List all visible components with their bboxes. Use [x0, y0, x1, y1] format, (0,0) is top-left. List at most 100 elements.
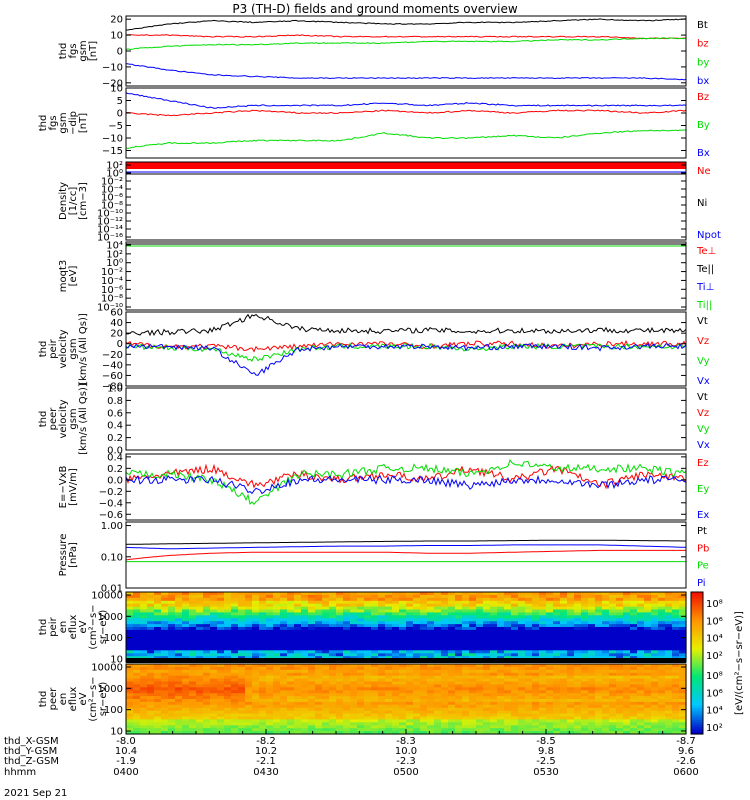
heatmap-cell: [602, 666, 610, 671]
heatmap-cell: [266, 687, 274, 691]
heatmap-cell: [504, 635, 512, 640]
heatmap-cell: [511, 731, 519, 735]
heatmap-cell: [448, 684, 456, 688]
heatmap-cell: [406, 600, 414, 605]
heatmap-cell: [553, 731, 561, 735]
heatmap-cell: [525, 728, 533, 732]
heatmap-cell: [147, 719, 155, 723]
heatmap-cell: [196, 609, 204, 613]
heatmap-cell: [301, 592, 309, 596]
heatmap-cell: [413, 609, 421, 613]
heatmap-cell: [280, 597, 288, 602]
heatmap-cell: [609, 713, 617, 718]
heatmap-cell: [665, 641, 673, 646]
heatmap-cell: [385, 624, 393, 628]
legend-entry: Ey: [697, 484, 709, 495]
y-axis-label-line: [mV/m]: [68, 468, 79, 506]
heatmap-cell: [371, 612, 379, 616]
heatmap-cell: [644, 600, 652, 605]
heatmap-cell: [672, 609, 680, 613]
heatmap-cell: [266, 627, 274, 631]
heatmap-cell: [588, 621, 596, 625]
heatmap-cell: [350, 731, 358, 735]
heatmap-cell: [672, 603, 680, 608]
heatmap-cell: [546, 693, 554, 697]
heatmap-cell: [546, 704, 554, 709]
heatmap-cell: [147, 650, 155, 654]
heatmap-cell: [525, 618, 533, 622]
heatmap-cell: [287, 627, 295, 631]
heatmap-cell: [308, 731, 316, 735]
heatmap-cell: [217, 722, 225, 726]
heatmap-cell: [231, 612, 239, 616]
heatmap-cell: [294, 609, 302, 613]
heatmap-cell: [623, 699, 631, 703]
heatmap-cell: [231, 669, 239, 674]
heatmap-cell: [420, 725, 428, 729]
heatmap-cell: [357, 632, 365, 637]
heatmap-cell: [252, 641, 260, 646]
heatmap-cell: [245, 597, 253, 602]
heatmap-cell: [630, 699, 638, 703]
heatmap-cell: [665, 609, 673, 613]
heatmap-cell: [231, 672, 239, 677]
heatmap-cell: [280, 681, 288, 685]
heatmap-cell: [385, 664, 393, 668]
heatmap-cell: [252, 678, 260, 683]
heatmap-cell: [301, 635, 309, 640]
heatmap-cell: [245, 627, 253, 631]
heatmap-cell: [504, 731, 512, 735]
heatmap-cell: [133, 597, 141, 602]
colorbar-tick-label: 10²: [706, 723, 723, 734]
heatmap-cell: [399, 710, 407, 715]
heatmap-cell: [420, 664, 428, 668]
heatmap-cell: [420, 612, 428, 616]
heatmap-cell: [525, 669, 533, 674]
heatmap-cell: [231, 632, 239, 637]
heatmap-cell: [245, 675, 253, 680]
heatmap-cell: [301, 624, 309, 628]
heatmap-cell: [350, 716, 358, 720]
heatmap-cell: [574, 707, 582, 712]
legend-entry: Te||: [696, 264, 714, 275]
heatmap-cell: [245, 728, 253, 732]
heatmap-cell: [287, 664, 295, 668]
heatmap-cell: [385, 696, 393, 700]
heatmap-cell: [336, 699, 344, 703]
heatmap-cell: [273, 629, 281, 634]
heatmap-cell: [189, 731, 197, 735]
heatmap-cell: [560, 656, 568, 660]
heatmap-cell: [469, 603, 477, 608]
heatmap-cell: [434, 687, 442, 691]
heatmap-cell: [175, 687, 183, 691]
heatmap-cell: [133, 690, 141, 694]
heatmap-cell: [224, 684, 232, 688]
series-line-vz: [125, 339, 687, 353]
heatmap-cell: [210, 713, 218, 718]
y-axis-label-line: velocity: [58, 329, 69, 368]
heatmap-cell: [518, 612, 526, 616]
heatmap-cell: [168, 635, 176, 640]
heatmap-cell: [672, 719, 680, 723]
heatmap-cell: [287, 725, 295, 729]
heatmap-cell: [371, 678, 379, 683]
heatmap-cell: [455, 635, 463, 640]
heatmap-cell: [168, 656, 176, 660]
heatmap-cell: [378, 609, 386, 613]
heatmap-cell: [658, 594, 666, 599]
heatmap-cell: [406, 728, 414, 732]
heatmap-cell: [658, 719, 666, 723]
heatmap-cell: [336, 713, 344, 718]
heatmap-cell: [427, 597, 435, 602]
heatmap-cell: [511, 728, 519, 732]
heatmap-cell: [595, 681, 603, 685]
heatmap-cell: [609, 597, 617, 602]
heatmap-cell: [609, 722, 617, 726]
heatmap-cell: [231, 600, 239, 605]
heatmap-cell: [287, 704, 295, 709]
heatmap-cell: [623, 678, 631, 683]
heatmap-cell: [651, 594, 659, 599]
heatmap-cell: [616, 632, 624, 637]
heatmap-cell: [574, 592, 582, 596]
heatmap-cell: [630, 678, 638, 683]
